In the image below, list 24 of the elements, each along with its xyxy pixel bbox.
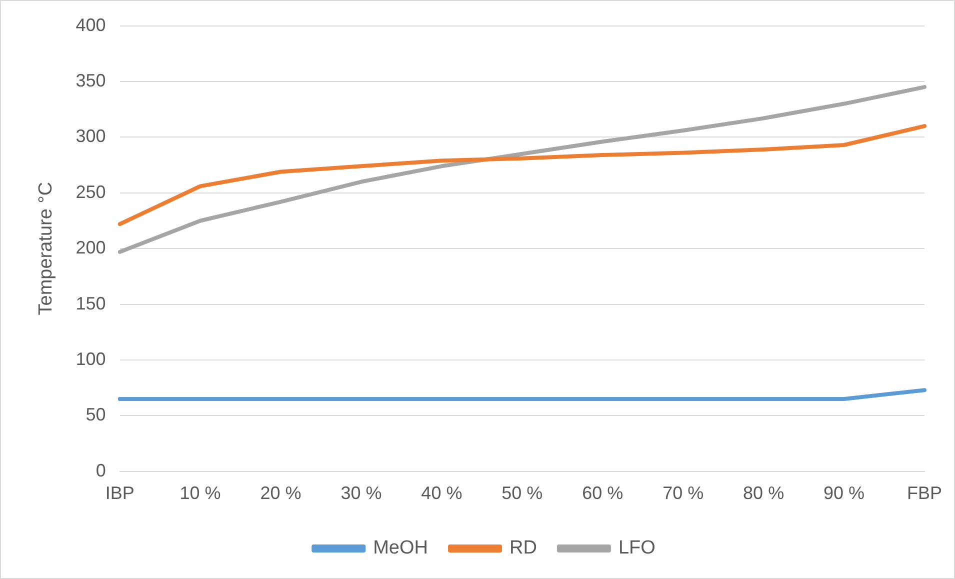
y-tick-label: 0 <box>96 460 106 480</box>
x-tick-label: 10 % <box>180 483 221 504</box>
x-tick-label: IBP <box>105 483 134 504</box>
x-tick-label: 80 % <box>743 483 784 504</box>
legend-label: LFO <box>618 538 656 559</box>
legend-label: RD <box>510 538 537 559</box>
y-tick-label: 350 <box>76 70 106 90</box>
x-tick-label: 50 % <box>502 483 543 504</box>
x-tick-label: FBP <box>906 483 942 504</box>
y-tick-label: 250 <box>76 182 106 202</box>
y-tick-label: 150 <box>76 293 106 314</box>
y-tick-label: 300 <box>76 126 106 146</box>
x-tick-label: 70 % <box>662 483 704 504</box>
x-tick-label: 30 % <box>340 483 382 504</box>
x-tick-label: 60 % <box>582 483 624 504</box>
legend-label: MeOH <box>373 538 428 559</box>
x-tick-label: 90 % <box>824 483 865 504</box>
y-axis-title: Temperature °C <box>36 182 57 316</box>
x-tick-label: 20 % <box>260 483 302 504</box>
y-tick-label: 200 <box>76 238 106 258</box>
y-tick-label: 100 <box>76 348 106 369</box>
y-tick-label: 400 <box>76 14 106 35</box>
y-tick-label: 50 <box>86 404 106 425</box>
x-tick-label: 40 % <box>421 483 462 504</box>
